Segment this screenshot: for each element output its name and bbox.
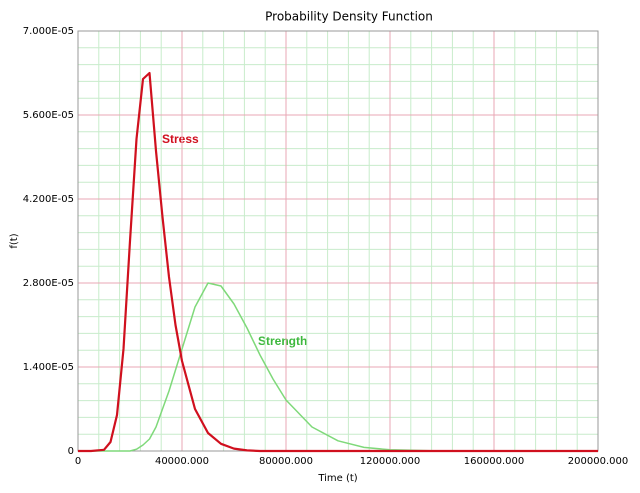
- y-tick-label: 0: [68, 446, 74, 457]
- x-axis-label: Time (t): [317, 473, 357, 484]
- y-tick-label: 7.000E-05: [23, 26, 74, 37]
- annotation: Strength: [258, 334, 307, 348]
- chart-title: Probability Density Function: [265, 10, 433, 24]
- annotation: Stress: [162, 132, 199, 146]
- x-tick-label: 40000.000: [155, 456, 209, 467]
- y-axis-label: f(t): [9, 233, 20, 248]
- series-line: [78, 71, 598, 453]
- y-tick-label: 1.400E-05: [23, 362, 74, 373]
- series-line: [78, 282, 598, 452]
- y-tick-label: 4.200E-05: [23, 194, 74, 205]
- x-tick-label: 0: [75, 456, 81, 467]
- x-tick-label: 80000.000: [259, 456, 313, 467]
- y-tick-label: 2.800E-05: [23, 278, 74, 289]
- y-tick-label: 5.600E-05: [23, 110, 74, 121]
- x-tick-label: 200000.000: [568, 456, 628, 467]
- x-tick-label: 120000.000: [360, 456, 420, 467]
- x-tick-label: 160000.000: [464, 456, 524, 467]
